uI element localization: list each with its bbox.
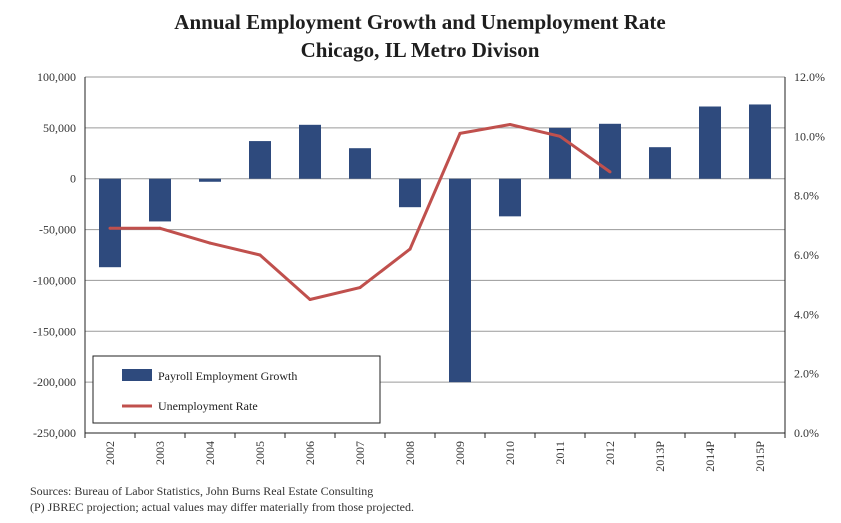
legend-label-unemployment: Unemployment Rate — [158, 399, 258, 413]
right-tick-label: 8.0% — [794, 189, 819, 203]
unemployment-point-2007 — [358, 286, 362, 290]
legend: Payroll Employment Growth Unemployment R… — [92, 355, 381, 424]
x-tick-label: 2009 — [453, 441, 467, 465]
right-tick-label: 6.0% — [794, 248, 819, 262]
bar-2010 — [499, 178, 521, 217]
x-tick-label: 2008 — [403, 441, 417, 465]
x-tick-label: 2004 — [203, 441, 217, 465]
bar-2013P — [649, 147, 671, 179]
x-tick-label: 2012 — [603, 441, 617, 465]
right-tick-label: 10.0% — [794, 129, 825, 143]
unemployment-point-2008 — [408, 247, 412, 251]
unemployment-point-2004 — [208, 241, 212, 245]
x-tick-label: 2010 — [503, 441, 517, 465]
bar-2002 — [99, 178, 121, 268]
projection-note: (P) JBREC projection; actual values may … — [30, 500, 414, 514]
x-tick-label: 2011 — [553, 441, 567, 465]
legend-bar-swatch — [122, 369, 152, 381]
x-tick-label: 2015P — [753, 441, 767, 472]
chart-title-line-1: Annual Employment Growth and Unemploymen… — [174, 10, 665, 34]
legend-label-payroll: Payroll Employment Growth — [158, 369, 297, 383]
sources-note: Sources: Bureau of Labor Statistics, Joh… — [30, 484, 374, 498]
x-tick-label: 2013P — [653, 441, 667, 472]
unemployment-point-2012 — [608, 170, 612, 174]
right-tick-label: 4.0% — [794, 307, 819, 321]
x-tick-label: 2003 — [153, 441, 167, 465]
x-axis: 2002 2003 2004 2005 2006 2007 2008 2009 2010 2011… — [103, 441, 767, 472]
line-series — [108, 122, 612, 301]
bar-2007 — [349, 148, 371, 179]
x-tick-label: 2005 — [253, 441, 267, 465]
left-tick-label: 100,000 — [37, 70, 76, 84]
left-tick-label: -200,000 — [33, 375, 76, 389]
x-tick-label: 2014P — [703, 441, 717, 472]
bar-2006 — [299, 124, 321, 179]
bar-2003 — [149, 178, 171, 222]
left-tick-label: 50,000 — [43, 121, 76, 135]
unemployment-point-2009 — [458, 131, 462, 135]
x-tick-label: 2006 — [303, 441, 317, 465]
right-tick-label: 0.0% — [794, 426, 819, 440]
bar-2015P — [749, 104, 771, 179]
right-tick-label: 2.0% — [794, 367, 819, 381]
bar-2009 — [449, 178, 471, 383]
legend-box — [92, 355, 381, 424]
unemployment-point-2002 — [108, 226, 112, 230]
left-tick-label: -50,000 — [39, 223, 76, 237]
bar-2008 — [399, 178, 421, 208]
x-tick-label: 2007 — [353, 441, 367, 465]
unemployment-point-2010 — [508, 122, 512, 126]
chart: Annual Employment Growth and Unemploymen… — [33, 10, 825, 472]
left-tick-label: -250,000 — [33, 426, 76, 440]
bar-2005 — [249, 141, 271, 179]
right-axis: 0.0% 2.0% 4.0% 6.0% 8.0% 10.0% 12.0% — [794, 70, 825, 440]
x-tick-label: 2002 — [103, 441, 117, 465]
bar-2012 — [599, 123, 621, 179]
unemployment-point-2006 — [308, 298, 312, 301]
bar-2004 — [199, 178, 221, 182]
left-tick-label: 0 — [70, 172, 76, 186]
unemployment-point-2003 — [158, 226, 162, 230]
bar-2014P — [699, 106, 721, 179]
chart-title-line-2: Chicago, IL Metro Divison — [301, 38, 540, 62]
bar-series — [99, 104, 771, 383]
left-axis: -250,000 -200,000 -150,000 -100,000 -50,000 0… — [33, 70, 76, 440]
unemployment-point-2011 — [558, 134, 562, 138]
left-tick-label: -150,000 — [33, 324, 76, 338]
left-tick-label: -100,000 — [33, 273, 76, 287]
unemployment-point-2005 — [258, 253, 262, 257]
right-tick-label: 12.0% — [794, 70, 825, 84]
